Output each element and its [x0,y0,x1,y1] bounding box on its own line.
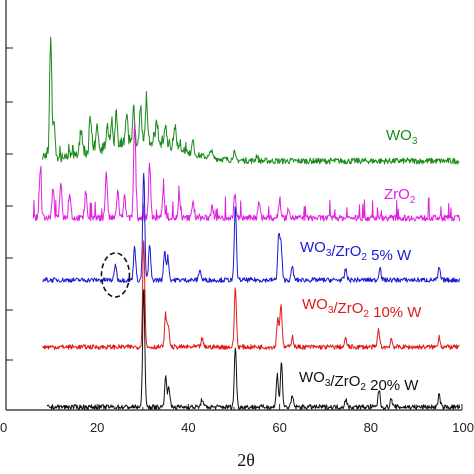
trace-4 [46,288,461,410]
trace-0 [42,36,460,165]
traces [32,36,461,410]
annotations [100,252,131,298]
series-label-3: WO3/ZrO2 10% W [302,296,422,321]
trace-1 [32,122,461,222]
x-tick-label-20: 20 [90,420,104,435]
x-axis-title: 2θ [237,450,255,470]
series-label-0: WO3 [386,127,418,147]
x-tick-label-100: 100 [452,420,474,435]
trace-3 [42,240,460,350]
series-labels: WO3 ZrO2 WO3/ZrO2 5% W WO3/ZrO2 10% W WO3/Zr… [299,127,422,394]
dashed-ellipse-annotation [100,252,131,298]
trace-2 [42,172,460,283]
x-tick-label-80: 80 [364,420,378,435]
x-tick-label-60: 60 [272,420,286,435]
series-label-4: WO3/ZrO2 20% W [299,369,419,394]
series-label-1: ZrO2 [384,186,416,206]
x-tick-label-40: 40 [181,420,195,435]
series-label-2: WO3/ZrO2 5% W [300,239,412,264]
x-tick-label-0: 0 [0,420,7,435]
